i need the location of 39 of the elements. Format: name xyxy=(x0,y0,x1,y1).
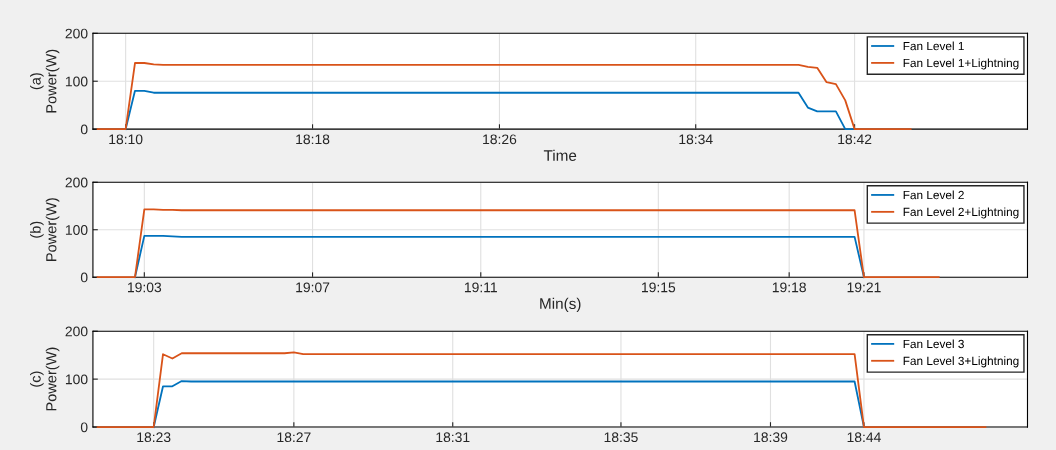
x-tick-label: 18:10 xyxy=(109,134,143,145)
line-series xyxy=(124,89,856,131)
x-tick-label: 18:39 xyxy=(754,432,788,443)
x-tick-label: 19:03 xyxy=(128,282,162,293)
x-tick-label: 19:15 xyxy=(642,282,676,293)
y-tick-label: 100 xyxy=(65,374,88,385)
x-tick-label: 19:18 xyxy=(772,282,806,293)
y-tick-label: 0 xyxy=(80,272,88,283)
legend-label: Fan Level 3+Lightning xyxy=(903,356,1019,368)
y-tick-label: 200 xyxy=(65,326,88,337)
y-tick-label: 200 xyxy=(65,28,88,39)
legend-label: Fan Level 2 xyxy=(903,190,964,200)
x-tick-label: 18:27 xyxy=(277,432,311,443)
x-tick-label: 18:26 xyxy=(483,134,517,145)
x-tick-label: 18:42 xyxy=(838,134,872,145)
legend-label: Fan Level 3 xyxy=(903,339,964,349)
x-tick-label: 18:23 xyxy=(137,432,171,443)
legend-label: Fan Level 1+Lightning xyxy=(903,58,1019,70)
y-axis-title: (c) Power(W) xyxy=(30,347,60,411)
legend-label: Fan Level 1 xyxy=(903,41,964,51)
x-tick-label: 18:44 xyxy=(847,432,881,443)
x-tick-label: 18:18 xyxy=(296,134,330,145)
y-axis-title: (a) Power(W) xyxy=(30,49,60,113)
y-tick-label: 100 xyxy=(65,76,88,87)
x-axis-title: Min(s) xyxy=(540,297,581,313)
legend-label: Fan Level 2+Lightning xyxy=(903,207,1019,219)
y-tick-label: 100 xyxy=(65,225,88,235)
x-tick-label: 18:34 xyxy=(679,134,713,145)
x-axis-title: Time xyxy=(543,149,577,161)
y-tick-label: 0 xyxy=(80,124,88,135)
x-tick-label: 18:31 xyxy=(436,432,470,443)
x-tick-label: 19:21 xyxy=(847,282,881,293)
y-axis-title: (b) Power(W) xyxy=(30,198,60,261)
y-tick-label: 0 xyxy=(80,422,88,433)
y-tick-label: 200 xyxy=(65,177,88,188)
x-tick-label: 19:11 xyxy=(464,282,497,293)
x-tick-label: 19:07 xyxy=(296,282,330,293)
x-tick-label: 18:35 xyxy=(604,432,638,443)
line-series xyxy=(152,380,865,428)
